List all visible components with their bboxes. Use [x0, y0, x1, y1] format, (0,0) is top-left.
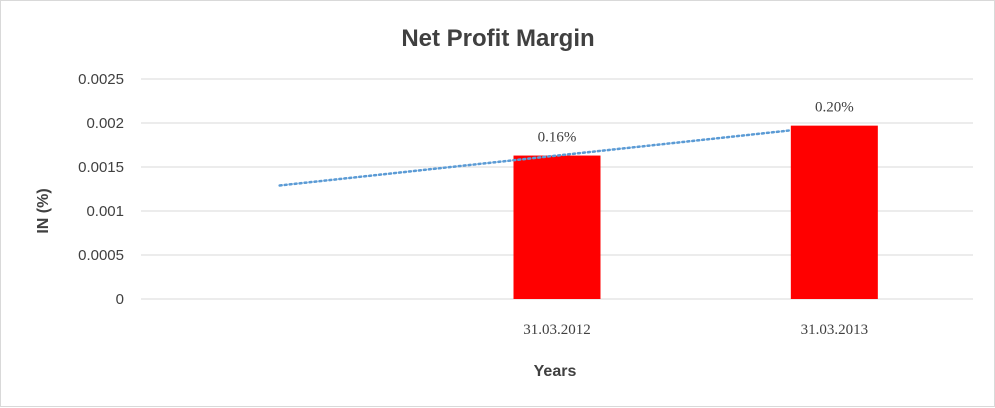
bar [790, 125, 878, 299]
x-tick-label: 31.03.2013 [801, 322, 869, 338]
data-label: 0.20% [815, 100, 854, 116]
bar [513, 155, 601, 299]
y-axis-title: IN (%) [35, 188, 52, 233]
trendline [278, 129, 792, 187]
labels: 0 0.0005 0.001 0.0015 0.002 0.0025 0.16% 31.03.… [78, 71, 868, 338]
y-tick-label: 0.0005 [78, 247, 124, 264]
chart-title: Net Profit Margin [401, 25, 594, 52]
data-label: 0.16% [538, 130, 577, 146]
y-tick-label: 0.0025 [78, 71, 124, 88]
y-tick-label: 0.0015 [78, 159, 124, 176]
trendline-group [278, 129, 792, 187]
bars [513, 125, 878, 299]
x-axis-title: Years [534, 363, 577, 380]
x-tick-label: 31.03.2012 [523, 322, 591, 338]
y-tick-label: 0.002 [86, 115, 124, 132]
y-tick-label: 0 [116, 291, 124, 308]
y-tick-label: 0.001 [86, 203, 124, 220]
